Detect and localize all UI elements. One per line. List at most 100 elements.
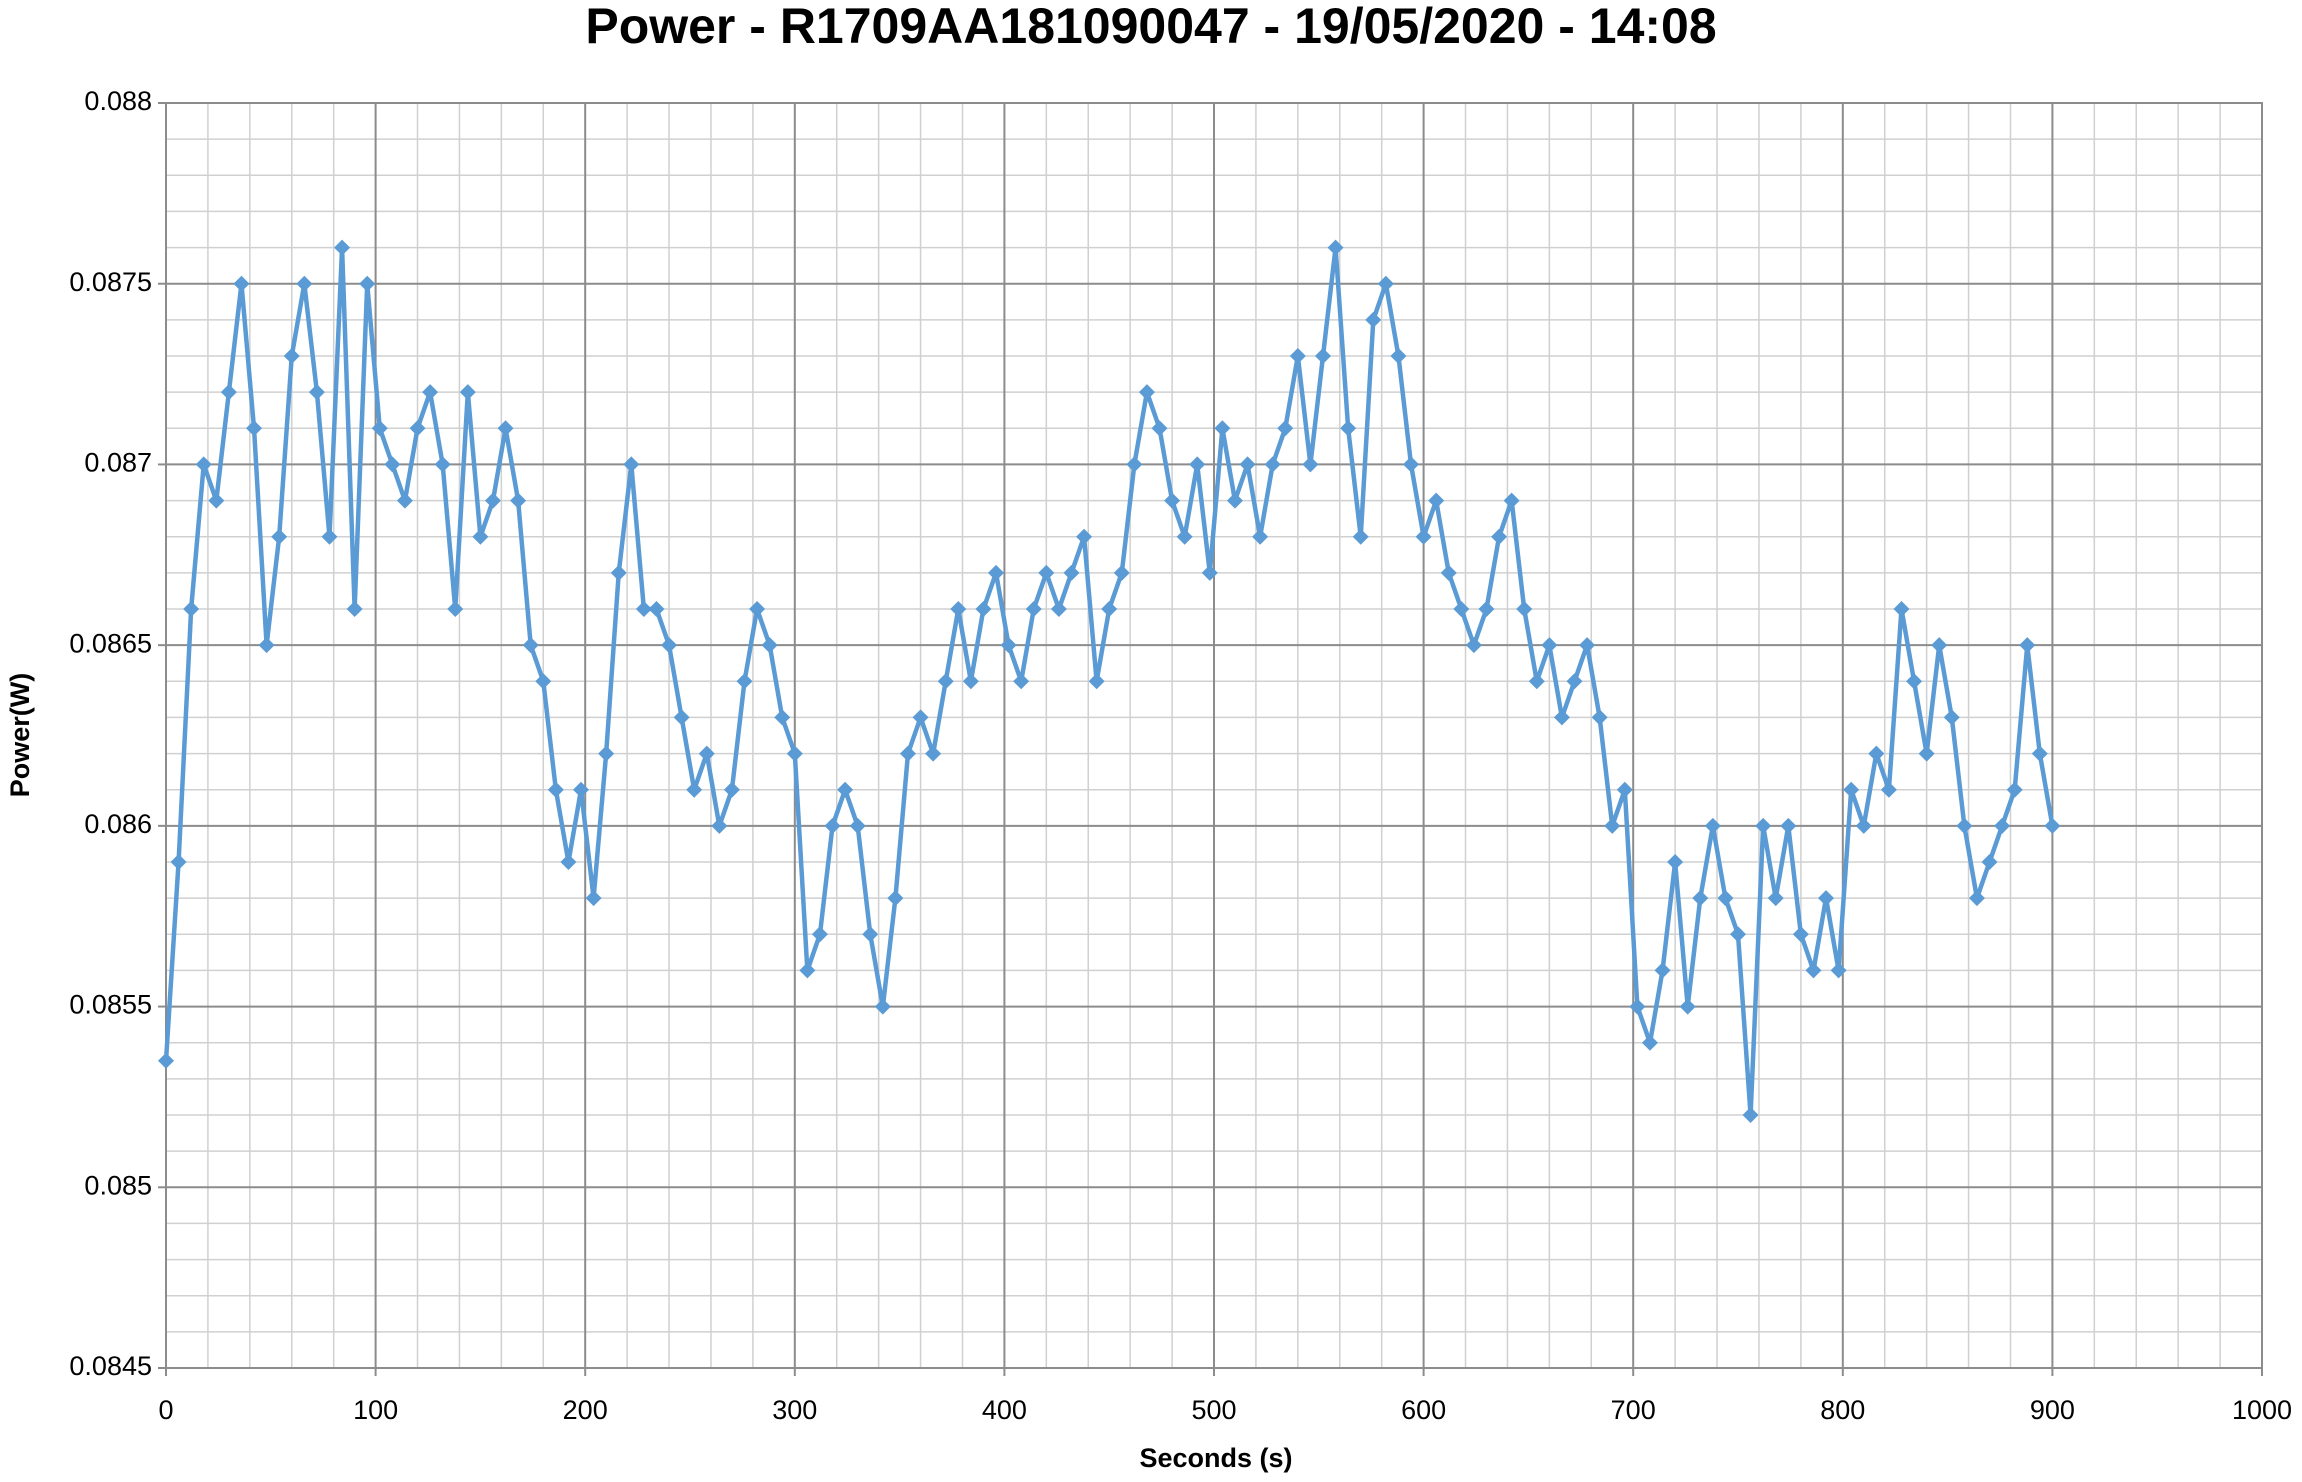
data-point — [1616, 781, 1633, 798]
data-point — [673, 709, 690, 726]
data-point — [1981, 854, 1998, 870]
data-point — [346, 601, 363, 617]
data-point — [1113, 564, 1130, 581]
data-point — [799, 962, 816, 979]
data-point — [1692, 890, 1709, 907]
data-point — [1252, 528, 1269, 545]
x-tick-label: 900 — [2030, 1395, 2075, 1425]
data-point — [1541, 637, 1558, 654]
data-point — [271, 528, 288, 545]
data-point — [1126, 456, 1143, 473]
data-point — [874, 998, 891, 1015]
data-point — [862, 926, 879, 943]
data-point — [598, 745, 615, 762]
data-point — [698, 745, 715, 762]
data-point — [258, 637, 275, 654]
y-tick-label: 0.087 — [84, 448, 152, 478]
data-point — [158, 1052, 174, 1069]
data-point — [1302, 456, 1319, 473]
data-point — [1214, 420, 1231, 437]
data-point — [1654, 962, 1671, 979]
data-point — [1717, 890, 1734, 907]
data-point — [811, 926, 828, 943]
data-point — [1956, 817, 1973, 834]
data-point — [1755, 817, 1772, 834]
data-point — [422, 384, 439, 401]
data-point — [1855, 817, 1872, 834]
x-tick-label: 800 — [1820, 1395, 1865, 1425]
chart-title: Power - R1709AA181090047 - 19/05/2020 - … — [585, 0, 1716, 54]
y-tick-label: 0.085 — [84, 1170, 152, 1200]
data-point — [1038, 564, 1055, 581]
data-point — [1239, 456, 1256, 473]
data-point — [887, 890, 904, 907]
data-point — [1906, 673, 1923, 690]
data-point — [1314, 348, 1331, 364]
data-point — [459, 384, 476, 401]
data-point — [321, 528, 338, 545]
data-point — [1591, 709, 1608, 726]
data-point — [1365, 311, 1382, 328]
data-point — [1050, 601, 1067, 617]
data-point — [1868, 745, 1885, 762]
data-point — [1528, 673, 1545, 690]
data-point — [447, 601, 464, 617]
data-point — [1604, 817, 1621, 834]
data-point — [308, 384, 325, 401]
data-point — [535, 673, 552, 690]
data-point — [472, 528, 489, 545]
x-tick-label: 1000 — [2232, 1395, 2292, 1425]
data-point — [1164, 492, 1181, 509]
data-point — [988, 564, 1005, 581]
data-point — [661, 637, 678, 654]
data-point — [1893, 601, 1910, 617]
data-point — [1465, 637, 1482, 654]
data-point — [1340, 420, 1357, 437]
data-point — [1503, 492, 1520, 509]
data-point — [749, 601, 766, 617]
data-point — [334, 239, 351, 256]
data-point — [635, 601, 652, 617]
data-point — [522, 637, 539, 654]
x-tick-label: 700 — [1611, 1395, 1656, 1425]
x-tick-label: 300 — [772, 1395, 817, 1425]
data-point — [1063, 564, 1080, 581]
data-point — [1566, 673, 1583, 690]
data-point — [2044, 817, 2061, 834]
data-point — [1780, 817, 1797, 834]
data-point — [925, 745, 942, 762]
data-point — [1264, 456, 1281, 473]
data-point — [1327, 239, 1344, 256]
data-point — [573, 781, 590, 798]
data-point — [824, 817, 841, 834]
data-point — [1805, 962, 1822, 979]
data-point — [1918, 745, 1935, 762]
data-point — [1931, 637, 1948, 654]
data-point — [736, 673, 753, 690]
data-point — [648, 601, 665, 617]
data-point — [560, 854, 577, 870]
data-point — [1943, 709, 1960, 726]
data-point — [1730, 926, 1746, 943]
data-point — [1629, 998, 1646, 1015]
y-tick-label: 0.0845 — [69, 1351, 152, 1381]
data-point — [610, 564, 627, 581]
data-point — [510, 492, 527, 509]
data-point — [170, 854, 187, 870]
y-tick-label: 0.0875 — [69, 267, 152, 297]
data-point — [1415, 528, 1432, 545]
data-point — [1076, 528, 1093, 545]
data-point — [761, 637, 778, 654]
data-point — [371, 420, 388, 437]
data-point — [1201, 564, 1218, 581]
data-point — [484, 492, 501, 509]
x-tick-label: 400 — [982, 1395, 1027, 1425]
y-tick-label: 0.0855 — [69, 990, 152, 1020]
data-point — [912, 709, 929, 726]
data-point — [786, 745, 803, 762]
data-point — [1880, 781, 1897, 798]
data-point — [1101, 601, 1118, 617]
data-point — [208, 492, 225, 509]
